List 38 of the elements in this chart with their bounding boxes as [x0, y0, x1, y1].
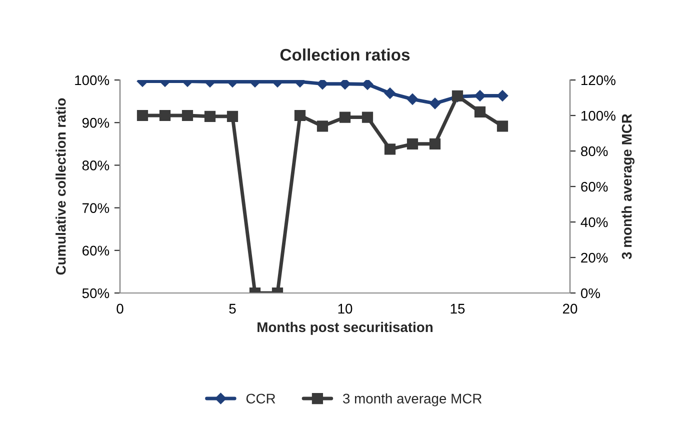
point: [159, 110, 171, 122]
y-axis-title: Cumulative collection ratio: [56, 98, 66, 275]
x-tick-label: 15: [450, 304, 465, 314]
point: [204, 110, 216, 122]
point: [136, 110, 148, 122]
x-axis-title: Months post securitisation: [258, 322, 433, 335]
point: [429, 138, 441, 150]
x-tick-label: 20: [562, 304, 578, 314]
point: [316, 120, 328, 132]
point: [362, 112, 374, 123]
x-tick-label: 10: [338, 304, 352, 314]
y-tick-label: 70%: [82, 203, 110, 213]
y2-tick-label: 60%: [581, 182, 608, 192]
point: [182, 110, 194, 122]
point: [294, 110, 306, 122]
y2-tick-label: 0%: [580, 288, 600, 298]
y-tick-label: 100%: [75, 75, 110, 86]
y-tick-label: 90%: [82, 118, 110, 128]
point: [339, 112, 351, 123]
point: [384, 144, 396, 155]
y2-tick-label: 120%: [581, 75, 616, 86]
legend-label: 3 month average MCR: [342, 393, 482, 406]
y2-tick-label: 20%: [581, 252, 608, 263]
chart-title: Collection ratios: [280, 48, 410, 61]
y-tick-label: 80%: [82, 160, 110, 170]
point: [226, 110, 238, 122]
point: [496, 120, 508, 132]
legend-label: CCR: [246, 394, 276, 404]
point: [474, 106, 486, 118]
y-tick-label: 60%: [82, 246, 110, 256]
y2-tick-label: 80%: [581, 146, 608, 156]
point: [406, 138, 418, 150]
y-tick-label: 50%: [82, 288, 110, 298]
y2-tick-label: 100%: [581, 110, 616, 121]
x-tick-label: 0: [116, 304, 124, 314]
y2-axis-title: 3 month average MCR: [621, 114, 634, 260]
x-tick-label: 5: [229, 304, 236, 314]
y2-tick-label: 40%: [580, 217, 608, 228]
